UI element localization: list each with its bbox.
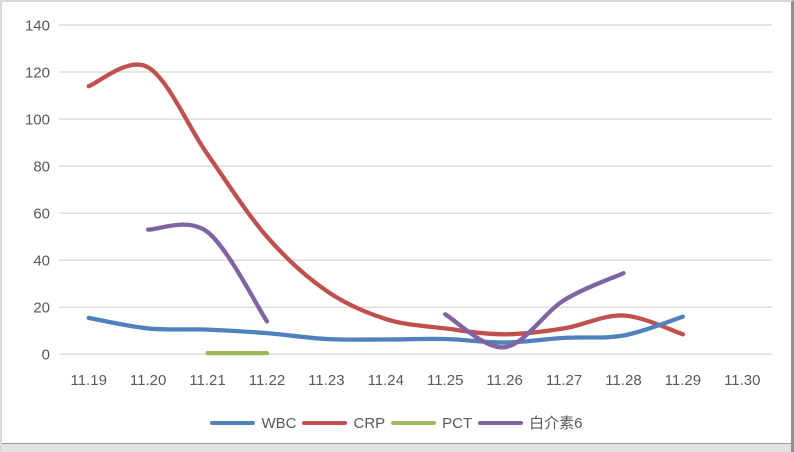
legend-line-swatch (391, 420, 437, 426)
x-tick-label: 11.24 (368, 372, 404, 389)
y-tick-label: 40 (33, 252, 50, 269)
line-chart[interactable]: 0 20 40 60 80 100 120 140 11.19 11.20 11.21 11.22 11… (2, 2, 791, 445)
series-line-白介素6[interactable] (443, 271, 626, 350)
x-tick-label: 11.26 (486, 372, 522, 389)
legend-line-swatch (478, 420, 524, 426)
x-tick-label: 11.28 (605, 372, 641, 389)
x-tick-label: 11.29 (665, 372, 701, 389)
series-line-crp[interactable] (86, 62, 686, 337)
legend-item-白介素6[interactable]: 白介素6 (478, 414, 583, 432)
y-tick-label: 0 (42, 347, 50, 364)
y-tick-label: 60 (33, 205, 50, 222)
legend-label: 白介素6 (529, 414, 583, 432)
x-tick-label: 11.22 (249, 372, 285, 389)
y-tick-label: 120 (25, 64, 50, 81)
series-line-wbc[interactable] (86, 314, 686, 345)
legend-item-pct[interactable]: PCT (391, 416, 472, 431)
x-tick-label: 11.20 (130, 372, 166, 389)
y-tick-label: 100 (25, 111, 50, 128)
legend-label: CRP (353, 414, 386, 432)
legend-item-wbc[interactable]: WBC (210, 416, 296, 431)
x-tick-label: 11.21 (189, 372, 225, 389)
series-line-白介素6[interactable] (145, 222, 270, 324)
legend-label: WBC (261, 414, 297, 432)
plot-area: 0 20 40 60 80 100 120 140 11.19 11.20 11.21 11.22 11… (25, 17, 772, 389)
x-tick-label: 11.30 (724, 372, 760, 389)
x-tick-label: 11.23 (308, 372, 344, 389)
y-tick-label: 20 (33, 300, 50, 317)
legend-line-swatch (302, 420, 348, 426)
legend-label: PCT (442, 414, 473, 432)
y-tick-label: 80 (33, 158, 50, 175)
x-tick-label: 11.19 (70, 372, 106, 389)
window-bottom-edge (2, 443, 791, 452)
x-tick-label: 11.27 (546, 372, 582, 389)
legend-item-crp[interactable]: CRP (302, 416, 385, 431)
y-tick-label: 140 (25, 17, 50, 34)
chart-legend: WBC CRP PCT 白介素6 (2, 409, 791, 437)
x-tick-label: 11.25 (427, 372, 463, 389)
legend-line-swatch (210, 420, 256, 426)
